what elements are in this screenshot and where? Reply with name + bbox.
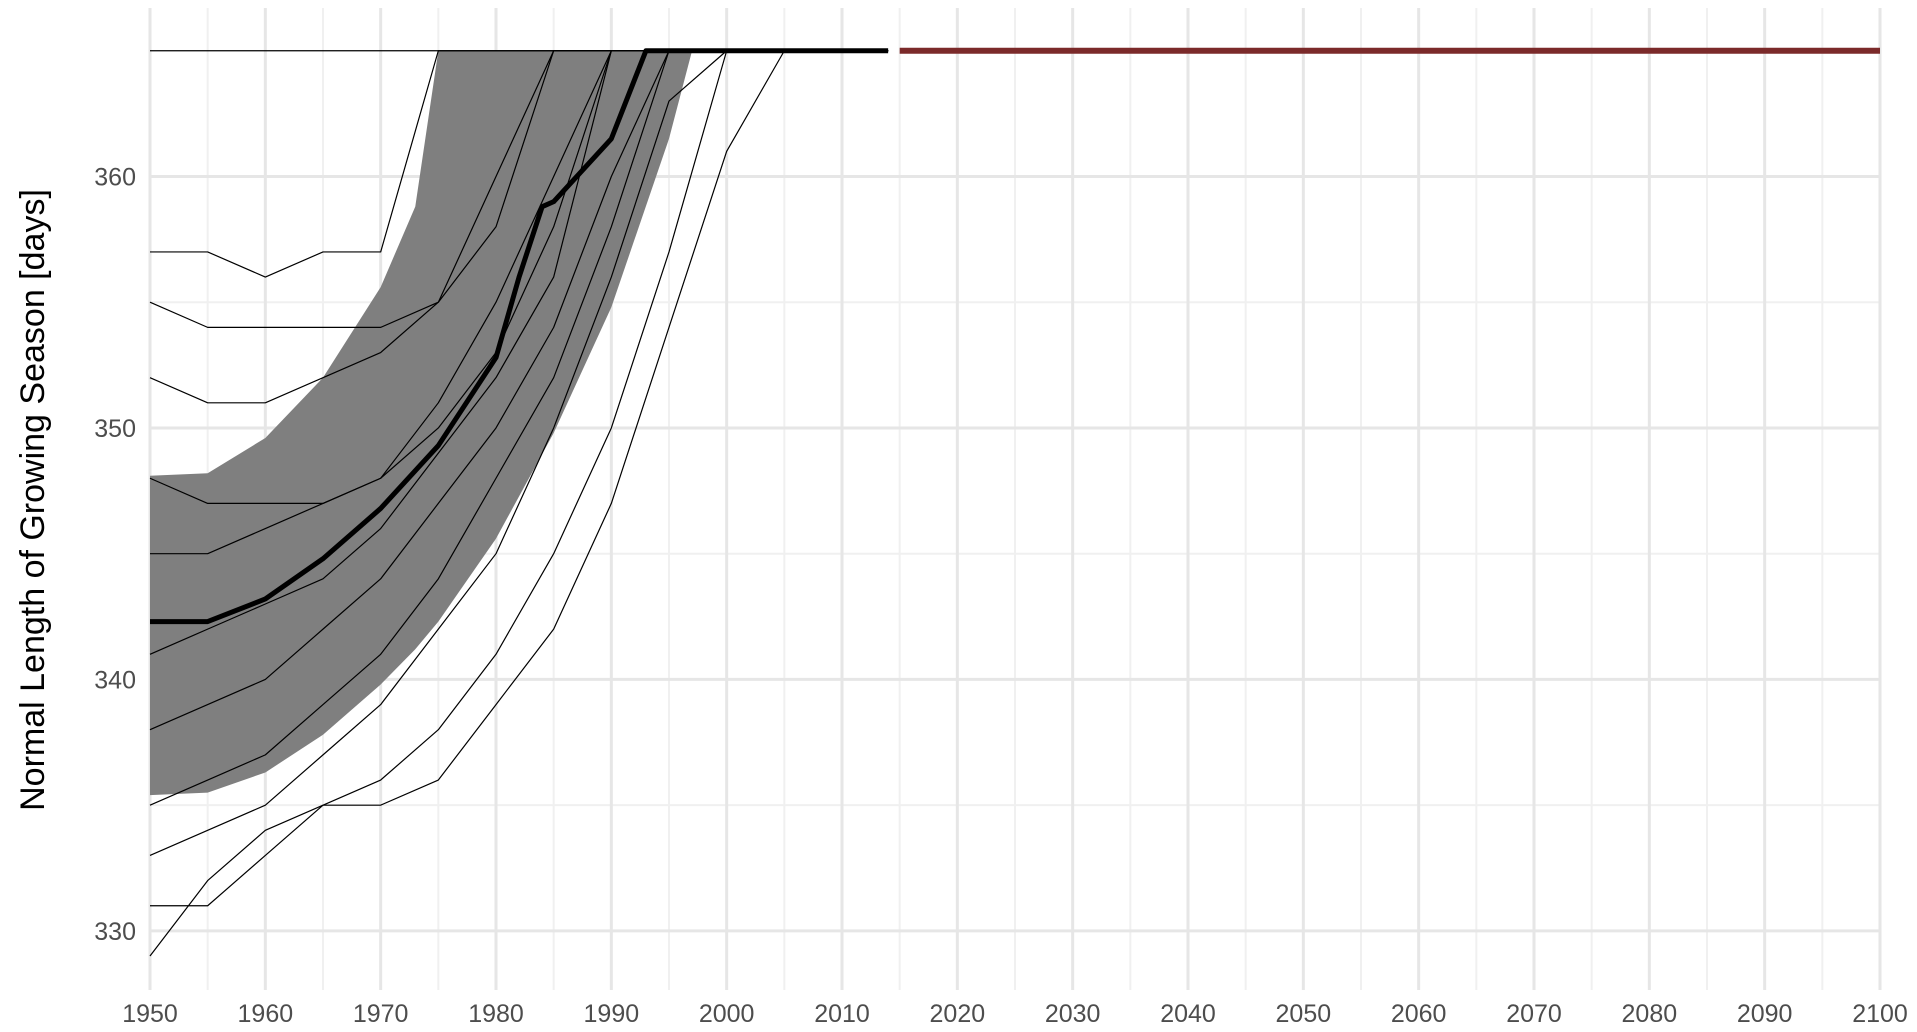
- y-tick-label: 330: [94, 918, 136, 946]
- confidence-band: [150, 50, 693, 796]
- x-tick-label: 2000: [699, 1000, 755, 1028]
- x-tick-label: 2030: [1045, 1000, 1101, 1028]
- x-tick-label: 1990: [584, 1000, 640, 1028]
- x-tick-label: 2010: [814, 1000, 870, 1028]
- x-tick-label: 2050: [1276, 1000, 1332, 1028]
- x-tick-label: 1980: [468, 1000, 524, 1028]
- x-tick-label: 2040: [1160, 1000, 1216, 1028]
- x-tick-label: 1950: [122, 1000, 178, 1028]
- series-line: [149, 50, 889, 957]
- x-tick-label: 1970: [353, 1000, 409, 1028]
- x-tick-label: 2090: [1737, 1000, 1793, 1028]
- x-tick-label: 1960: [238, 1000, 294, 1028]
- x-tick-label: 2080: [1622, 1000, 1678, 1028]
- x-tick-label: 2070: [1506, 1000, 1562, 1028]
- y-tick-label: 360: [94, 163, 136, 191]
- y-axis-label: Normal Length of Growing Season [days]: [14, 189, 52, 811]
- x-tick-label: 2060: [1391, 1000, 1447, 1028]
- x-tick-label: 2020: [930, 1000, 986, 1028]
- y-tick-label: 340: [94, 666, 136, 694]
- series-line: [150, 48, 889, 625]
- x-tick-label: 2100: [1852, 1000, 1908, 1028]
- y-tick-label: 350: [94, 415, 136, 443]
